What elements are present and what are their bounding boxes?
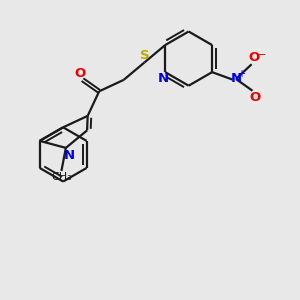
Text: O: O (249, 91, 260, 104)
Text: −: − (256, 50, 266, 60)
Text: +: + (237, 69, 245, 79)
Text: O: O (74, 67, 86, 80)
Text: N: N (158, 72, 169, 85)
Text: CH₃: CH₃ (51, 172, 72, 182)
Text: N: N (64, 149, 75, 162)
Text: S: S (140, 50, 149, 62)
Text: O: O (248, 51, 260, 64)
Text: N: N (230, 73, 242, 85)
